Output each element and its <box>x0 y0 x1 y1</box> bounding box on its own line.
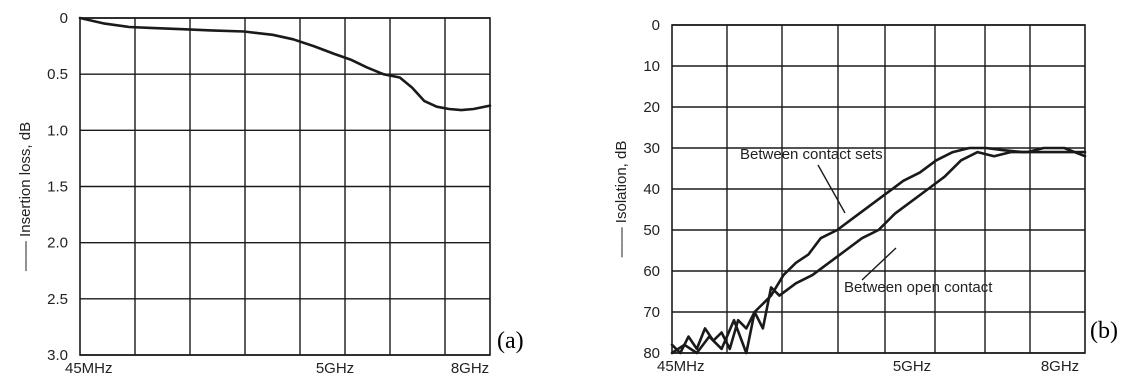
x-tick-label: 45MHz <box>65 360 113 377</box>
annotation-leader-line <box>817 164 846 214</box>
x-tick-label: 5GHz <box>316 360 354 377</box>
x-tick-label: 8GHz <box>451 360 489 377</box>
y-tick-label: 0 <box>60 10 68 27</box>
y-tick-label: 30 <box>643 140 660 157</box>
y-tick-label: 70 <box>643 304 660 321</box>
y-tick-label: 10 <box>643 58 660 75</box>
panel-label: (b) <box>1090 318 1118 344</box>
y-axis-label: —— Isolation, dB <box>613 141 630 258</box>
x-tick-label: 45MHz <box>657 358 705 375</box>
annotation-between-open-contact: Between open contact <box>844 279 993 296</box>
x-tick-label: 8GHz <box>1041 358 1079 375</box>
plot-frame <box>79 17 491 356</box>
y-tick-label: 40 <box>643 181 660 198</box>
y-tick-label: 1.5 <box>47 179 68 196</box>
y-tick-label: 50 <box>643 222 660 239</box>
panel-label: (a) <box>497 328 524 354</box>
annotation-between-contact-sets: Between contact sets <box>740 146 883 163</box>
x-tick-label: 5GHz <box>893 358 931 375</box>
annotation-leader-line <box>861 247 897 281</box>
y-tick-label: 2.0 <box>47 235 68 252</box>
y-tick-label: 60 <box>643 263 660 280</box>
y-tick-label: 20 <box>643 99 660 116</box>
y-tick-label: 3.0 <box>47 347 68 364</box>
y-tick-label: 2.5 <box>47 291 68 308</box>
y-tick-label: 0 <box>652 17 660 34</box>
y-axis-label: —— Insertion loss, dB <box>17 122 34 271</box>
y-tick-label: 80 <box>643 345 660 362</box>
series-line-between-contact-sets <box>670 146 1087 355</box>
y-tick-label: 1.0 <box>47 122 68 139</box>
plot-frame <box>671 24 1086 354</box>
series-line <box>78 16 492 112</box>
y-tick-label: 0.5 <box>47 66 68 83</box>
series-line-between-open-contact <box>670 146 1087 355</box>
